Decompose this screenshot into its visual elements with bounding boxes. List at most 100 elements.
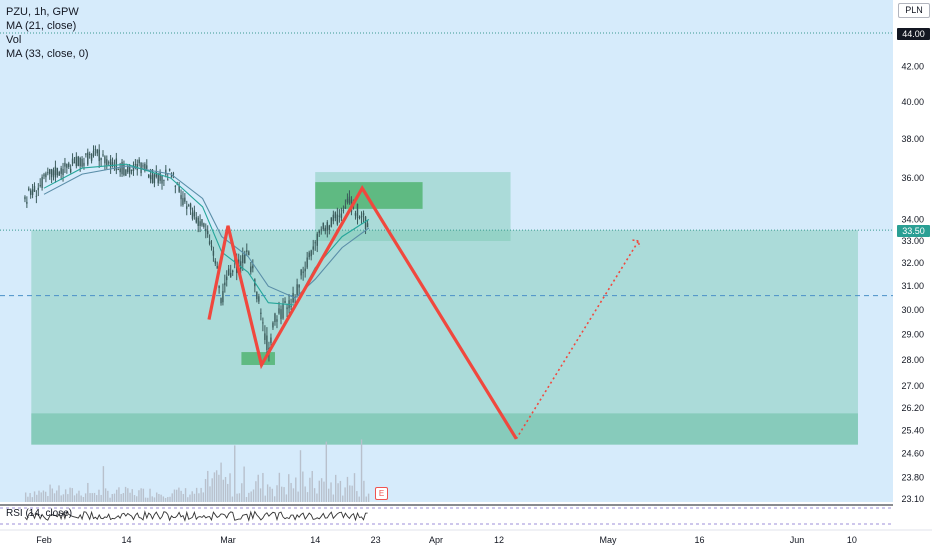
zone-2 [31,230,858,445]
candle-body [244,253,246,264]
candle-body [167,179,169,181]
currency-badge[interactable]: PLN [898,3,930,18]
volume-bar [288,474,290,502]
volume-bar [27,496,29,502]
candle-body [75,156,78,167]
candle-body [187,205,190,207]
volume-bar [84,493,87,502]
candle-body [362,213,365,216]
legend-ma21[interactable]: MA (21, close) [6,20,77,32]
chart-background [0,0,893,502]
candle-body [90,154,93,161]
candle-body [77,156,79,166]
volume-bar [337,483,339,502]
candle-body [226,276,228,281]
volume-bar [173,489,176,502]
volume-bar [91,493,93,502]
volume-bar [266,484,269,502]
volume-bar [351,485,353,502]
volume-bar [171,493,173,502]
volume-bar [304,486,306,502]
candle-body [234,260,236,262]
candle-body [195,217,197,223]
candle-body [28,188,30,191]
volume-bar [160,494,162,502]
volume-bar [138,490,140,502]
candle-body [92,150,95,156]
candle-body [33,186,36,192]
volume-bar [193,493,196,502]
y-tick-label: 25.40 [901,425,924,435]
volume-bar [73,495,76,502]
volume-bar [60,495,62,502]
volume-bar [78,490,80,502]
candle-body [50,169,53,178]
volume-bar [200,487,202,502]
candle-body [298,284,300,288]
y-tick-label: 32.00 [901,258,924,268]
candle-body [98,149,100,162]
volume-bar [89,493,91,502]
top-price-tag: 44.00 [897,28,930,40]
y-tick-label: 23.10 [901,494,924,504]
volume-bar [332,494,335,502]
y-tick-label: 24.60 [901,448,924,458]
candle-body [52,170,55,176]
candle-body [68,163,70,168]
legend-volume[interactable]: Vol [6,34,22,46]
candle-body [193,210,196,217]
y-tick-label: 33.00 [901,236,924,246]
volume-bar [353,473,356,502]
volume-bar [257,474,259,502]
candle-body [308,252,310,258]
candle-body [146,165,148,169]
volume-bar [207,470,209,502]
candle-body [69,168,72,173]
volume-bar [133,495,136,502]
candle-body [201,219,203,226]
candle-body [360,215,363,218]
volume-bar [122,493,125,502]
candle-body [342,210,345,212]
y-tick-label: 31.00 [901,281,924,291]
volume-bar [76,493,78,502]
volume-bar [241,483,243,502]
volume-bar [127,488,129,502]
candle-body [208,241,211,245]
volume-bar [273,496,276,502]
volume-bar [323,481,325,502]
candle-body [172,173,175,175]
x-tick-label: Feb [36,535,52,545]
earnings-badge[interactable]: E [375,487,388,500]
volume-bar [111,493,113,502]
x-tick-label: Jun [790,535,805,545]
candle-body [212,250,215,256]
volume-bar [255,481,257,502]
price-axis-background [893,0,932,530]
legend-ma33[interactable]: MA (33, close, 0) [6,48,89,60]
y-tick-label: 40.00 [901,97,924,107]
x-tick-label: 16 [694,535,704,545]
candle-body [149,175,152,180]
legend-symbol[interactable]: PZU, 1h, GPW [6,6,79,18]
volume-bar [162,496,165,502]
candle-body [296,284,298,296]
candle-body [142,165,144,167]
candle-body [356,203,359,218]
candle-body [121,161,123,175]
volume-bar [313,488,316,502]
volume-bar [290,482,292,502]
candle-body [272,322,274,328]
volume-bar [118,487,120,502]
volume-bar [129,492,131,502]
candle-body [132,165,135,171]
candle-body [334,212,337,219]
volume-bar [311,470,313,502]
volume-bar [306,492,309,502]
rsi-legend[interactable]: RSI (14, close) [6,508,73,519]
volume-bar [58,485,60,502]
candle-body [147,174,150,178]
candle-body [37,187,39,191]
volume-bar [80,495,82,502]
